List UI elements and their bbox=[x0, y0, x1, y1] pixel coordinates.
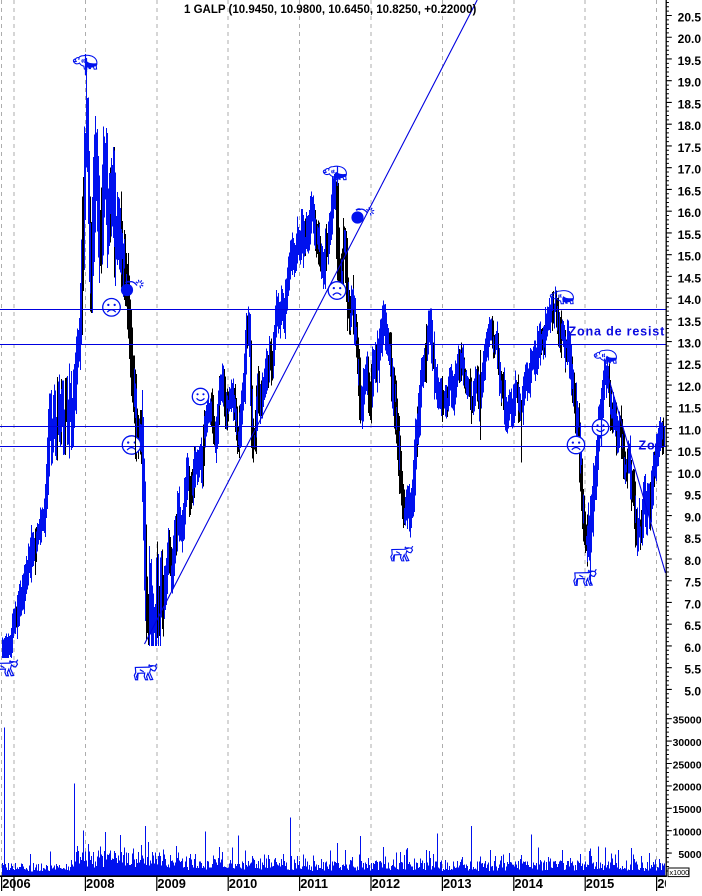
svg-text:20000: 20000 bbox=[673, 783, 702, 794]
svg-text:1 GALP (10.9450, 10.9800, 10.6: 1 GALP (10.9450, 10.9800, 10.6450, 10.82… bbox=[184, 4, 476, 16]
svg-text:16.5: 16.5 bbox=[678, 184, 702, 198]
svg-text:19.0: 19.0 bbox=[678, 76, 702, 90]
svg-text:5.5: 5.5 bbox=[684, 663, 701, 677]
svg-text:2013: 2013 bbox=[443, 876, 471, 891]
svg-text:2010: 2010 bbox=[229, 876, 257, 891]
svg-text:5.0: 5.0 bbox=[684, 684, 701, 698]
svg-text:17.5: 17.5 bbox=[678, 141, 702, 155]
svg-text:25000: 25000 bbox=[673, 760, 702, 771]
svg-text:2009: 2009 bbox=[157, 876, 185, 891]
svg-text:14.0: 14.0 bbox=[678, 293, 702, 307]
svg-text:14.5: 14.5 bbox=[678, 271, 702, 285]
svg-text:13.0: 13.0 bbox=[678, 337, 702, 351]
svg-text:9.5: 9.5 bbox=[684, 489, 701, 503]
svg-text:30000: 30000 bbox=[673, 738, 702, 749]
svg-text:6.0: 6.0 bbox=[684, 641, 701, 655]
svg-text:x1000: x1000 bbox=[670, 868, 690, 877]
svg-text:2016: 2016 bbox=[657, 876, 685, 891]
svg-text:8.0: 8.0 bbox=[684, 554, 701, 568]
svg-text:7.0: 7.0 bbox=[684, 597, 701, 611]
svg-text:10.5: 10.5 bbox=[678, 445, 702, 459]
svg-text:12.0: 12.0 bbox=[678, 380, 702, 394]
svg-text:20.5: 20.5 bbox=[678, 10, 702, 24]
svg-text:18.0: 18.0 bbox=[678, 119, 702, 133]
svg-text:19.5: 19.5 bbox=[678, 54, 702, 68]
svg-text:2015: 2015 bbox=[586, 876, 614, 891]
svg-text:2006: 2006 bbox=[2, 876, 30, 891]
svg-text:18.5: 18.5 bbox=[678, 97, 702, 111]
svg-text:15.5: 15.5 bbox=[678, 228, 702, 242]
svg-text:7.5: 7.5 bbox=[684, 576, 701, 590]
svg-text:12.5: 12.5 bbox=[678, 358, 702, 372]
svg-text:10000: 10000 bbox=[673, 828, 702, 839]
svg-text:17.0: 17.0 bbox=[678, 163, 702, 177]
svg-text:2011: 2011 bbox=[300, 876, 328, 891]
svg-text:8.5: 8.5 bbox=[684, 532, 701, 546]
svg-text:16.0: 16.0 bbox=[678, 206, 702, 220]
svg-text:2012: 2012 bbox=[372, 876, 400, 891]
svg-text:13.5: 13.5 bbox=[678, 315, 702, 329]
svg-text:2014: 2014 bbox=[514, 876, 543, 891]
svg-text:35000: 35000 bbox=[673, 716, 702, 727]
svg-text:2008: 2008 bbox=[86, 876, 114, 891]
svg-text:15.0: 15.0 bbox=[678, 250, 702, 264]
svg-text:20.0: 20.0 bbox=[678, 32, 702, 46]
svg-text:6.5: 6.5 bbox=[684, 619, 701, 633]
svg-text:11.0: 11.0 bbox=[678, 424, 701, 438]
svg-text:Zona de resist: Zona de resist bbox=[569, 325, 666, 339]
svg-text:10.0: 10.0 bbox=[678, 467, 702, 481]
svg-text:9.0: 9.0 bbox=[684, 510, 701, 524]
svg-text:15000: 15000 bbox=[673, 805, 702, 816]
svg-text:Zona de: Zona de bbox=[639, 439, 693, 453]
svg-text:5000: 5000 bbox=[678, 850, 701, 861]
svg-text:11.5: 11.5 bbox=[678, 402, 701, 416]
